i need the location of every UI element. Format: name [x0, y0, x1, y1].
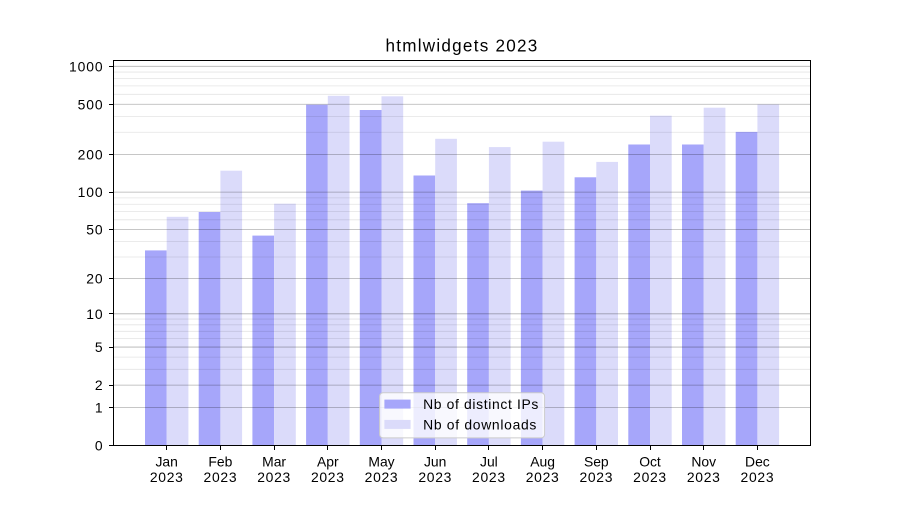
svg-text:5: 5	[95, 339, 104, 355]
svg-text:2023: 2023	[418, 469, 452, 485]
svg-text:2023: 2023	[365, 469, 399, 485]
svg-text:2023: 2023	[204, 469, 238, 485]
svg-text:1000: 1000	[69, 58, 104, 74]
svg-text:2023: 2023	[526, 469, 560, 485]
svg-text:Sep: Sep	[584, 454, 609, 470]
svg-text:Apr: Apr	[317, 454, 339, 470]
svg-text:Mar: Mar	[262, 454, 286, 470]
svg-text:Oct: Oct	[639, 454, 661, 470]
svg-text:20: 20	[86, 270, 103, 286]
svg-text:2023: 2023	[472, 469, 506, 485]
svg-text:2: 2	[95, 377, 104, 393]
svg-text:200: 200	[78, 146, 104, 162]
svg-text:2023: 2023	[257, 469, 291, 485]
svg-text:Jan: Jan	[155, 454, 177, 470]
svg-text:2023: 2023	[150, 469, 184, 485]
svg-text:May: May	[368, 454, 394, 470]
svg-text:2023: 2023	[633, 469, 667, 485]
svg-text:50: 50	[86, 222, 103, 238]
svg-text:2023: 2023	[687, 469, 721, 485]
svg-text:Feb: Feb	[208, 454, 232, 470]
svg-text:2023: 2023	[311, 469, 345, 485]
svg-text:Nov: Nov	[691, 454, 716, 470]
svg-text:Nb of distinct IPs: Nb of distinct IPs	[423, 396, 539, 412]
svg-text:Jul: Jul	[480, 454, 498, 470]
svg-text:Nb of downloads: Nb of downloads	[423, 416, 537, 432]
svg-text:Aug: Aug	[530, 454, 555, 470]
svg-text:1: 1	[95, 399, 104, 415]
svg-text:2023: 2023	[741, 469, 775, 485]
svg-text:0: 0	[95, 437, 104, 453]
svg-text:100: 100	[78, 184, 104, 200]
svg-text:Jun: Jun	[424, 454, 446, 470]
svg-text:htmlwidgets 2023: htmlwidgets 2023	[385, 37, 538, 56]
svg-text:Dec: Dec	[745, 454, 770, 470]
svg-text:500: 500	[78, 96, 104, 112]
svg-text:10: 10	[86, 306, 103, 322]
svg-text:2023: 2023	[579, 469, 613, 485]
